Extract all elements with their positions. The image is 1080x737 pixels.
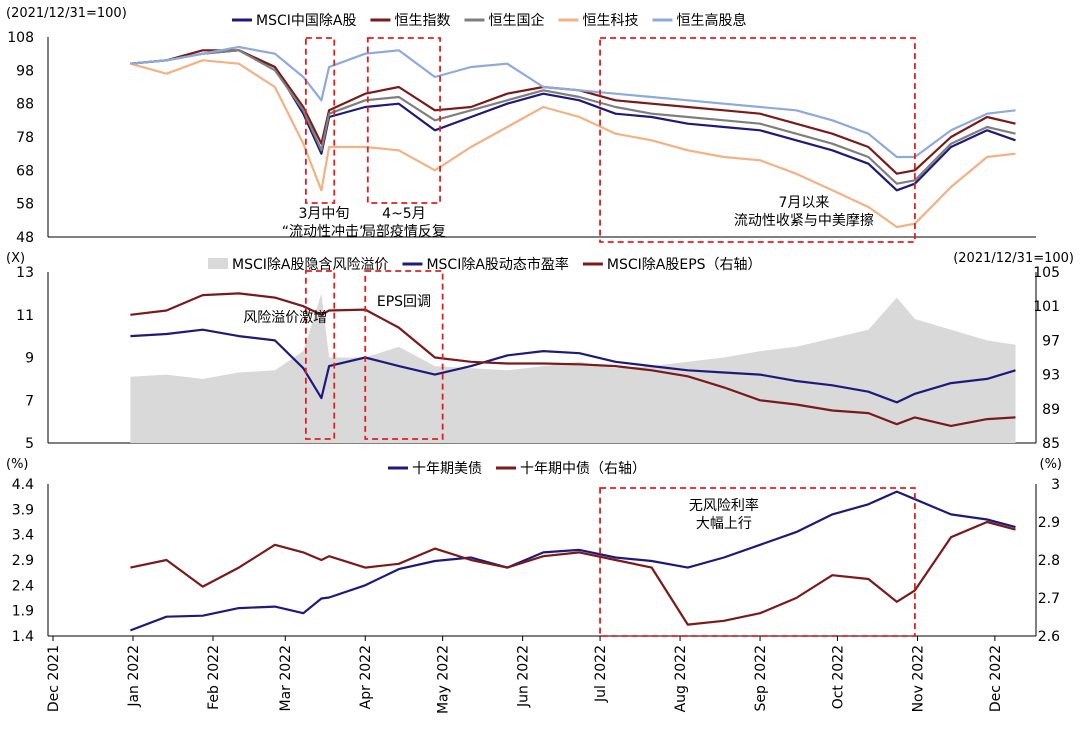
x-tick-label: Oct 2022 [830, 645, 846, 709]
annotation-text: 7月以来 [778, 195, 829, 211]
legend-swatch [208, 258, 228, 269]
series-line-1 [130, 520, 1016, 626]
y-tick-label-right: 97 [1042, 333, 1060, 349]
panel2-line-chart: 5 7 9 11 13 85 89 93 97 101 105 风险溢价激增 EPS回调 [16, 265, 1060, 452]
legend-label: MSCI中国除A股 [256, 13, 356, 29]
panel2-legend: MSCI除A股隐含风险溢价 MSCI除A股动态市盈率 MSCI除A股EPS（右轴） [208, 256, 762, 273]
legend-label: MSCI除A股动态市盈率 [426, 256, 568, 273]
panel3-legend: 十年期美债 十年期中债（右轴） [388, 461, 646, 477]
panel2-unit-left: (X) [6, 251, 25, 266]
annotation-text: EPS回调 [377, 294, 431, 310]
y-tick-label: 9 [25, 351, 34, 367]
y-tick-label: 98 [16, 63, 34, 79]
annotation-box [599, 37, 916, 243]
series-line-1 [130, 49, 1016, 175]
x-tick-label: Jan 2022 [126, 645, 142, 708]
y-tick-label: 3.9 [12, 502, 34, 518]
annotation-box [364, 270, 444, 440]
y-tick-label-right: 101 [1033, 299, 1060, 315]
y-tick-label: 3.4 [12, 528, 34, 544]
y-tick-label-right: 3 [1051, 477, 1060, 493]
y-tick-label-right: 93 [1042, 368, 1060, 384]
y-tick-label: 1.4 [12, 629, 34, 645]
y-tick-label: 78 [16, 130, 34, 146]
annotation-text: 风险溢价激增 [243, 309, 327, 326]
annotation-box [304, 270, 336, 440]
series-line-4 [130, 45, 1016, 159]
y-tick-label: 5 [25, 436, 34, 452]
y-tick-label-right: 105 [1033, 265, 1060, 281]
annotation-box [304, 37, 336, 204]
series-line-0 [130, 490, 1016, 632]
annotation-text: 无风险利率 [689, 497, 759, 514]
annotation-text: 大幅上行 [696, 516, 752, 532]
panel3-line-chart: 1.4 1.9 2.4 2.9 3.4 3.9 4.4 2.6 2.7 2.8 2.9 3 无风险利率大… [12, 477, 1060, 645]
y-tick-label: 4.4 [12, 477, 34, 493]
y-tick-label: 48 [16, 230, 34, 246]
legend-label: MSCI除A股EPS（右轴） [607, 257, 762, 273]
y-tick-label: 88 [16, 97, 34, 113]
y-tick-label: 11 [16, 308, 34, 324]
y-tick-label: 58 [16, 197, 34, 213]
legend-label: MSCI除A股隐含风险溢价 [232, 257, 388, 273]
x-tick-label: Feb 2022 [206, 645, 222, 710]
panel1-legend: MSCI中国除A股 恒生指数 恒生国企 恒生科技 恒生高股息 [232, 12, 746, 29]
series-line-1 [130, 328, 1016, 404]
y-tick-label-right: 85 [1042, 436, 1060, 452]
x-tick-label: Jun 2022 [516, 645, 532, 708]
y-tick-label: 68 [16, 163, 34, 179]
annotation-box [366, 37, 441, 204]
y-tick-label-right: 2.6 [1038, 629, 1060, 645]
annotation-box [599, 487, 916, 637]
legend-label: 恒生高股息 [676, 12, 746, 29]
y-tick-label: 1.9 [12, 604, 34, 620]
legend-label: 恒生国企 [488, 12, 544, 29]
legend-label: 十年期中债（右轴） [520, 461, 646, 477]
annotation-text: 3月中旬 [298, 206, 349, 222]
y-tick-label: 13 [16, 265, 34, 281]
panel3-unit-right: (%) [1040, 457, 1063, 472]
x-tick-label: Apr 2022 [358, 645, 374, 709]
series-line-2 [130, 292, 1016, 427]
panel3-unit-left: (%) [6, 457, 29, 472]
panel1-unit-note: (2021/12/31=100) [6, 6, 127, 21]
legend-label: 十年期美债 [412, 461, 482, 477]
x-axis: Dec 2021 Jan 2022 Feb 2022 Mar 2022 Apr 2022… [46, 636, 1004, 714]
legend-label: 恒生科技 [582, 13, 638, 29]
series-line-3 [130, 59, 1016, 229]
series-area-risk-premium [130, 293, 1016, 443]
x-tick-label: Nov 2022 [910, 645, 926, 712]
annotation-text: “流动性冲击” [282, 224, 367, 240]
annotation-text: 4~5月 [382, 206, 426, 222]
annotation-text: 流动性收紧与中美摩擦 [734, 212, 874, 229]
x-tick-label: Dec 2021 [46, 645, 62, 712]
x-tick-label: Mar 2022 [278, 645, 294, 712]
y-tick-label: 2.9 [12, 553, 34, 569]
y-tick-label-right: 2.8 [1038, 553, 1060, 569]
x-tick-label: Dec 2022 [988, 645, 1004, 712]
series-line-2 [130, 49, 1016, 185]
x-tick-label: May 2022 [436, 645, 452, 714]
y-tick-label-right: 89 [1042, 402, 1060, 418]
y-tick-label: 2.4 [12, 578, 34, 594]
x-tick-label: Sep 2022 [753, 645, 769, 711]
x-tick-label: Jul 2022 [593, 645, 609, 703]
y-tick-label-right: 2.7 [1038, 591, 1060, 607]
y-tick-label: 108 [7, 30, 34, 46]
x-tick-label: Aug 2022 [673, 645, 689, 712]
legend-label: 恒生指数 [394, 13, 450, 29]
y-tick-label-right: 2.9 [1038, 515, 1060, 531]
panel2-unit-right: (2021/12/31=100) [953, 251, 1074, 266]
annotation-text: 局部疫情反复 [362, 223, 446, 240]
y-tick-label: 7 [25, 393, 34, 409]
